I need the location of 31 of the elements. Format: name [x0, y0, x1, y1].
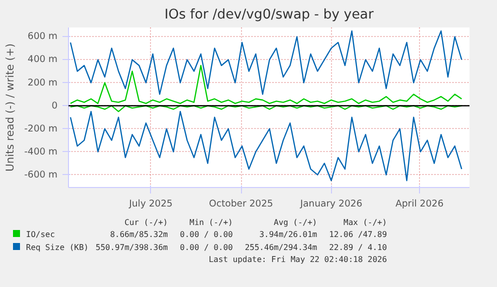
y-tick-label: 600 m: [28, 31, 58, 42]
text: 550.97m/398.36m: [94, 242, 169, 254]
text: 8.66m/85.32m: [109, 229, 169, 241]
y-tick-label: -200 m: [24, 123, 58, 134]
text: 0.00 / 0.00: [178, 242, 234, 254]
x-tick-label: July 2025: [128, 198, 173, 210]
line-series: [70, 30, 462, 95]
text: Max (-/+): [342, 217, 388, 228]
line-series: [70, 110, 462, 182]
text: Avg (-/+): [272, 217, 318, 228]
y-tick-label: -600 m: [24, 169, 58, 180]
text: 0.00 / 0.00: [178, 229, 234, 241]
text: Min (-/+): [188, 217, 234, 228]
line-series: [70, 64, 462, 104]
text: 22.89 / 4.10: [328, 242, 388, 254]
text: 12.06 /47.89: [328, 229, 388, 241]
text: Last update: Fri May 22 02:40:18 2026: [208, 254, 388, 265]
text: 255.46m/294.34m: [244, 242, 318, 254]
text: Cur (-/+): [124, 217, 169, 228]
y-tick-label: 0: [52, 100, 58, 112]
chart-title: IOs for /dev/vg0/swap - by year: [164, 8, 374, 22]
y-tick-label: 200 m: [28, 77, 58, 88]
x-tick-label: April 2026: [395, 198, 444, 210]
y-tick-label: 400 m: [28, 54, 58, 66]
x-tick-label: January 2026: [299, 198, 362, 210]
y-axis-title: Units read (-) / write (+): [3, 44, 16, 172]
text: 3.94m/26.01m: [258, 229, 318, 241]
legend-label: Req Size (KB): [25, 242, 90, 254]
x-tick-label: October 2025: [209, 198, 274, 210]
legend-label: IO/sec: [25, 229, 56, 241]
y-tick-label: -400 m: [24, 146, 58, 158]
